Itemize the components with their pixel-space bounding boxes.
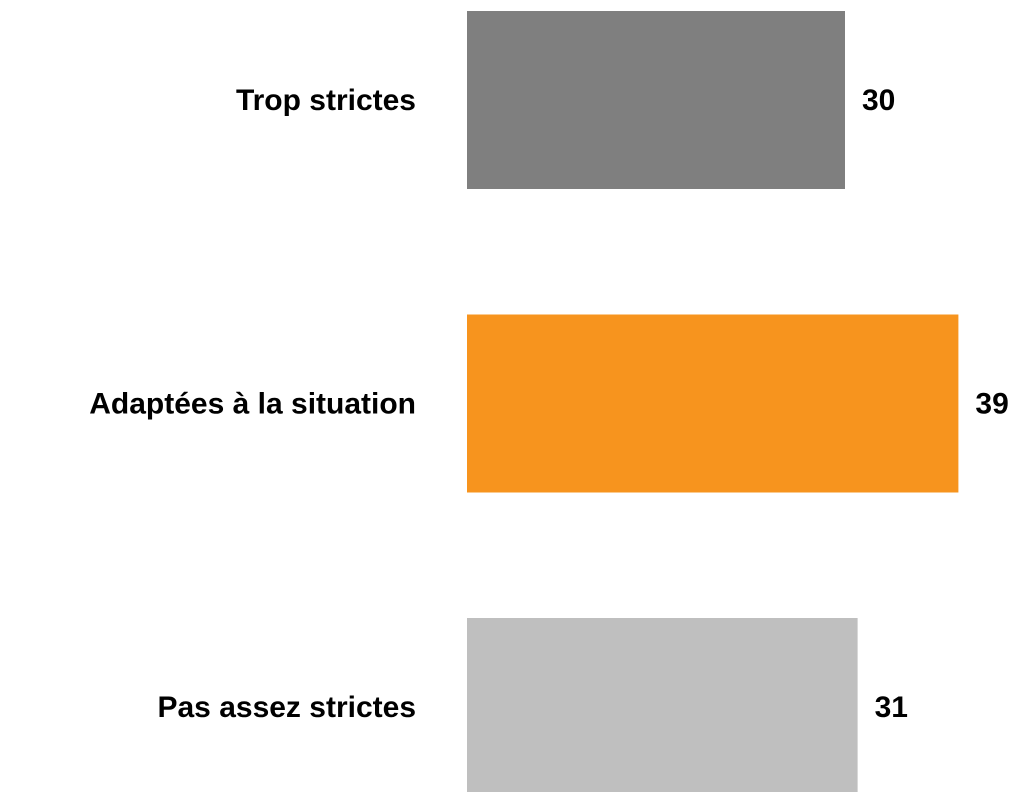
value-label: 30	[862, 84, 895, 117]
value-label: 39	[975, 387, 1008, 420]
bar	[467, 314, 959, 493]
bar	[467, 11, 845, 189]
value-label: 31	[875, 691, 908, 724]
category-label: Pas assez strictes	[157, 691, 416, 724]
category-label: Trop strictes	[236, 84, 416, 117]
category-label: Adaptées à la situation	[89, 387, 416, 420]
bar	[467, 618, 858, 792]
